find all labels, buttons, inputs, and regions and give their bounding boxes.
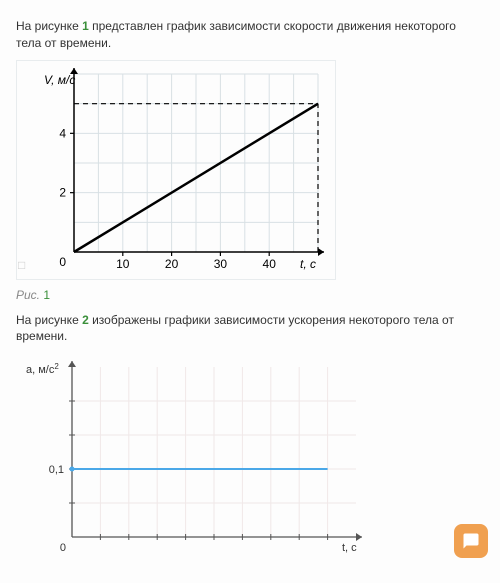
velocity-time-chart: 2 4 10 20 30 40 0 V, м/с t, с: [16, 60, 336, 280]
text2-pre: На рисунке: [16, 313, 82, 327]
svg-text:0: 0: [60, 542, 66, 554]
chart-1: 2 4 10 20 30 40 0 V, м/с t, с: [16, 60, 484, 280]
svg-text:0: 0: [59, 255, 66, 269]
svg-text:V, м/с: V, м/с: [44, 73, 75, 87]
svg-text:t, с: t, с: [342, 542, 357, 554]
caption1-num: 1: [43, 288, 50, 302]
acceleration-time-chart: 0,1 0 a, м/с2 t, с: [16, 353, 376, 563]
svg-text:30: 30: [214, 257, 228, 271]
intro-text-1: На рисунке 1 представлен график зависимо…: [16, 18, 484, 52]
intro-text-2: На рисунке 2 изображены графики зависимо…: [16, 312, 484, 346]
text2-num: 2: [82, 313, 89, 327]
svg-text:2: 2: [59, 185, 66, 199]
chat-icon: [462, 532, 480, 550]
svg-text:20: 20: [165, 257, 179, 271]
bookmark-icon[interactable]: □: [18, 258, 25, 272]
chart-2: 0,1 0 a, м/с2 t, с: [16, 353, 484, 563]
svg-text:t, с: t, с: [300, 257, 316, 271]
caption-1: Рис. 1: [16, 288, 484, 302]
text1-pre: На рисунке: [16, 19, 82, 33]
svg-text:a, м/с2: a, м/с2: [26, 362, 59, 376]
svg-text:10: 10: [116, 257, 130, 271]
text1-num: 1: [82, 19, 89, 33]
svg-text:0,1: 0,1: [49, 464, 64, 476]
svg-text:40: 40: [263, 257, 277, 271]
chat-button[interactable]: [454, 524, 488, 558]
caption1-pre: Рис.: [16, 288, 43, 302]
svg-text:4: 4: [59, 126, 66, 140]
